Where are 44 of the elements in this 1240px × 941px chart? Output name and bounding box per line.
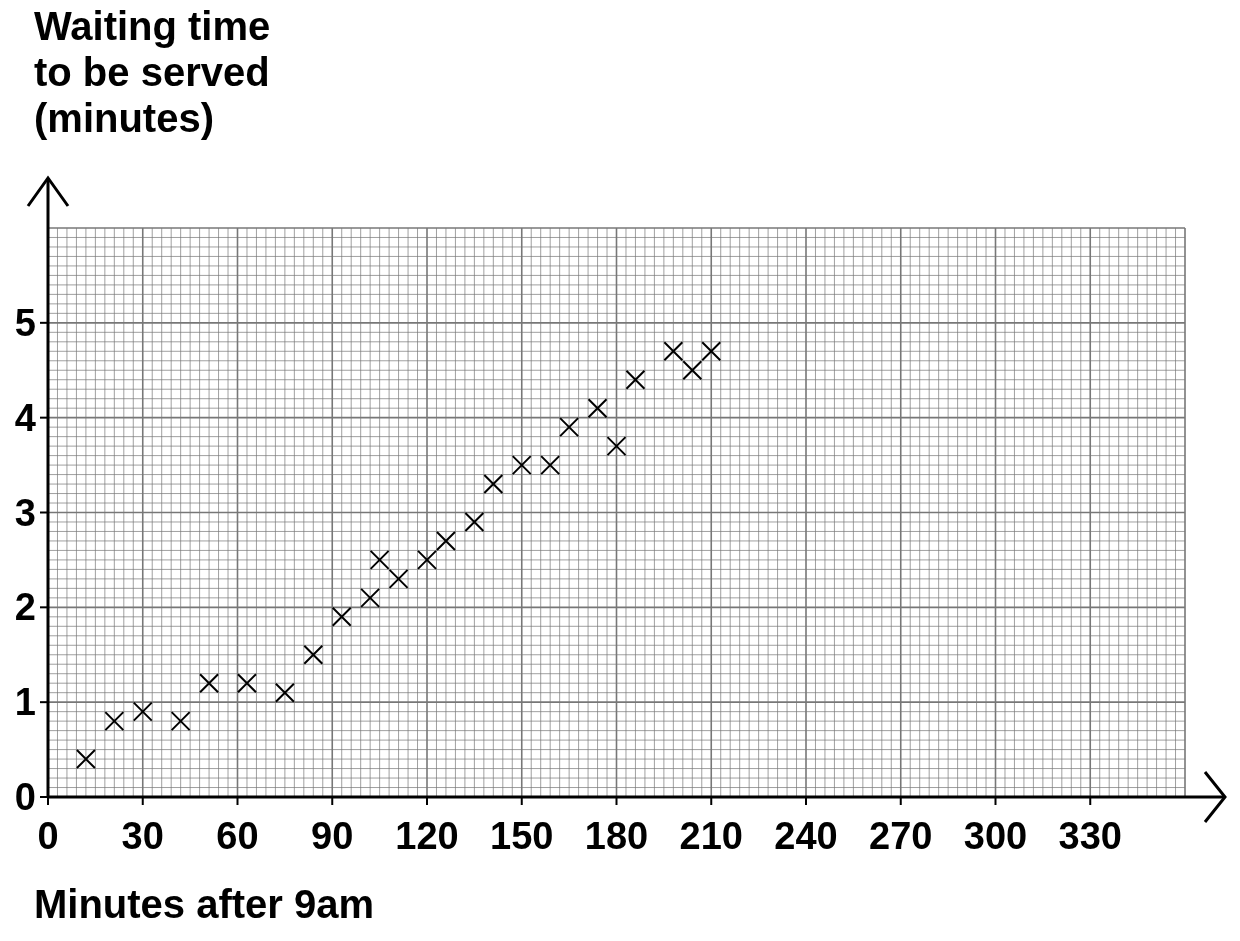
x-tick-label: 90 — [311, 815, 354, 857]
point — [388, 568, 409, 589]
point — [75, 749, 96, 770]
point — [587, 398, 608, 419]
x-tick-label: 330 — [1058, 815, 1122, 857]
point — [360, 587, 381, 608]
y-tick-label: 2 — [14, 586, 36, 629]
x-tick-label: 120 — [395, 815, 459, 857]
point — [104, 711, 125, 732]
y-tick-label: 0 — [14, 776, 36, 818]
point — [483, 474, 504, 495]
x-tick-label: 210 — [679, 815, 743, 857]
point — [132, 701, 153, 722]
y-tick-label: 3 — [14, 491, 36, 534]
x-tick-label: 60 — [216, 815, 259, 857]
point — [199, 673, 220, 694]
point — [369, 549, 390, 570]
point — [464, 511, 485, 532]
point — [274, 682, 295, 703]
point — [170, 711, 191, 732]
point — [701, 341, 722, 362]
y-tick-label: 5 — [14, 301, 36, 344]
point — [682, 360, 703, 381]
point — [417, 549, 437, 570]
x-tick-label: 150 — [490, 815, 554, 857]
x-axis-title: Minutes after 9am — [34, 882, 375, 926]
x-tick-label: 180 — [584, 815, 649, 857]
x-tick-label: 300 — [963, 815, 1028, 857]
point — [511, 455, 532, 476]
x-tick-label: 240 — [774, 815, 838, 857]
point — [663, 341, 684, 362]
y-tick-label: 1 — [14, 681, 36, 724]
point — [559, 417, 580, 438]
x-tick-label: 270 — [869, 815, 933, 857]
point — [303, 644, 324, 665]
point — [435, 530, 456, 551]
y-axis-title: Waiting time to be served (minutes) — [34, 4, 271, 140]
point — [540, 455, 561, 476]
point — [331, 606, 352, 627]
point — [606, 436, 627, 457]
x-tick-label: 30 — [121, 815, 164, 857]
point — [236, 673, 257, 694]
y-tick-label: 4 — [14, 396, 36, 439]
point — [625, 369, 646, 390]
